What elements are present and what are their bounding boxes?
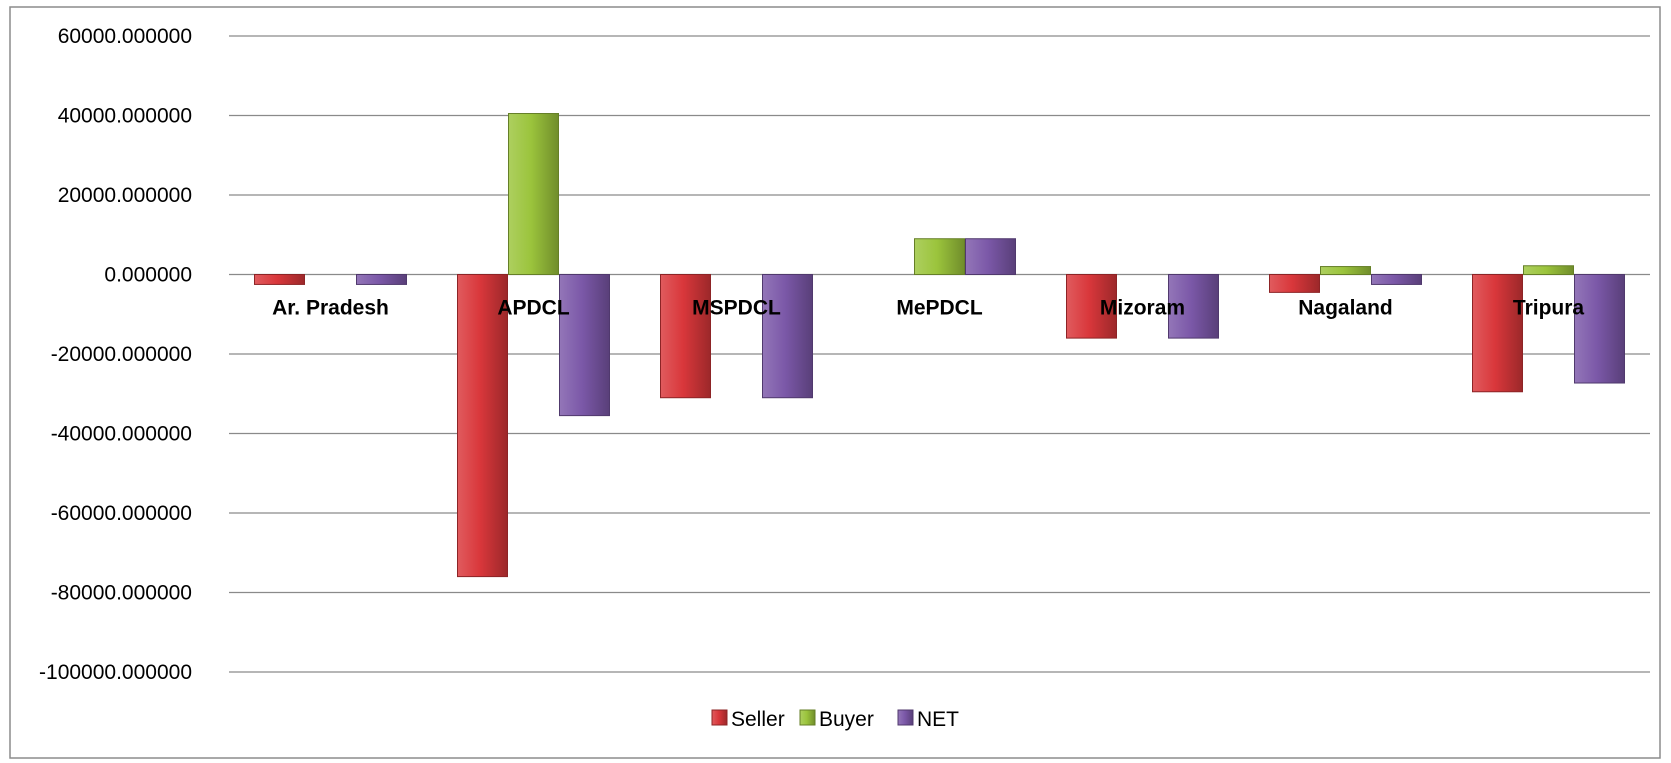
legend-label-net: NET (917, 708, 959, 731)
legend-swatch-seller (712, 710, 727, 725)
legend-label-buyer: Buyer (819, 708, 874, 731)
bar-seller-nagaland (1270, 275, 1320, 293)
y-axis-tick-labels: 60000.000000 40000.000000 20000.000000 0.00… (39, 25, 192, 684)
bar-net-mepdcl (966, 239, 1016, 275)
bar-seller-tripura (1473, 275, 1523, 392)
y-tick-label: -100000.000000 (39, 661, 192, 684)
bar-net-nagaland (1372, 275, 1422, 285)
bar-seller-apdcl (458, 275, 508, 577)
bar-buyer-mepdcl (915, 239, 965, 275)
y-tick-label: 60000.000000 (58, 25, 192, 48)
bar-seller-ar-pradesh (255, 275, 305, 285)
legend-label-seller: Seller (731, 708, 785, 731)
legend: Seller Buyer NET (712, 708, 959, 731)
bar-seller-mspdcl (661, 275, 711, 398)
category-label: APDCL (497, 297, 570, 320)
bar-net-tripura (1575, 275, 1625, 384)
category-label: Mizoram (1100, 297, 1185, 320)
bar-net-mspdcl (763, 275, 813, 398)
y-tick-label: 40000.000000 (58, 105, 192, 128)
bar-buyer-tripura (1524, 266, 1574, 275)
chart-area-border (10, 7, 1660, 758)
category-label: MePDCL (896, 297, 983, 320)
category-label: MSPDCL (692, 297, 781, 320)
bar-buyer-nagaland (1321, 267, 1371, 275)
bar-buyer-apdcl (509, 114, 559, 275)
category-label: Tripura (1513, 297, 1585, 320)
y-tick-label: 20000.000000 (58, 184, 192, 207)
y-tick-label: -20000.000000 (51, 343, 192, 366)
category-label: Ar. Pradesh (272, 297, 389, 320)
y-tick-label: 0.000000 (104, 264, 192, 287)
legend-swatch-buyer (800, 710, 815, 725)
bar-net-ar-pradesh (357, 275, 407, 285)
legend-swatch-net (898, 710, 913, 725)
category-label: Nagaland (1298, 297, 1393, 320)
y-tick-label: -60000.000000 (51, 502, 192, 525)
y-tick-label: -40000.000000 (51, 423, 192, 446)
y-tick-label: -80000.000000 (51, 582, 192, 605)
